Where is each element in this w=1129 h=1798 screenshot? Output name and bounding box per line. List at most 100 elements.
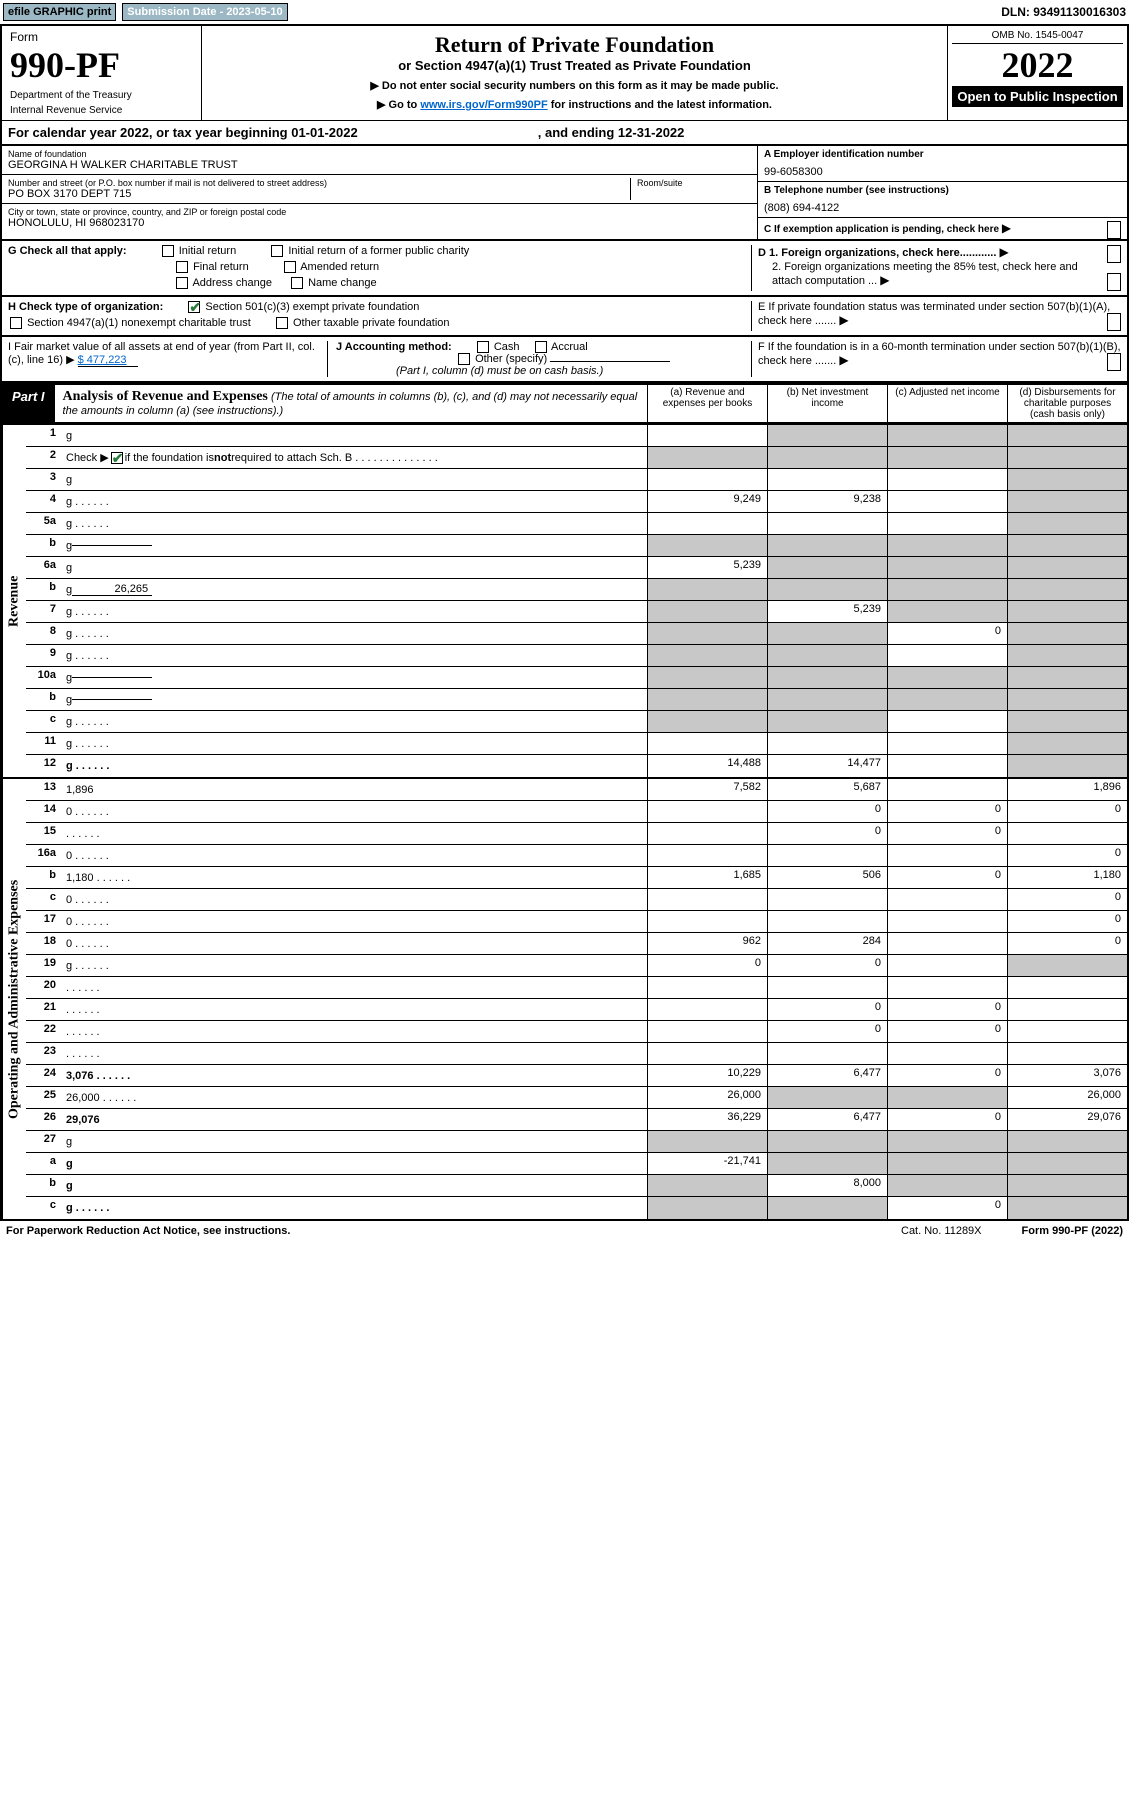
j-cash-checkbox[interactable] bbox=[477, 341, 489, 353]
f-checkbox[interactable] bbox=[1107, 353, 1121, 371]
cell-d bbox=[1007, 977, 1127, 998]
row-desc: g bbox=[62, 1153, 647, 1174]
table-row: 21 . . . . . .00 bbox=[26, 999, 1127, 1021]
instr2-pre: ▶ Go to bbox=[377, 99, 420, 111]
cell-a: 1,685 bbox=[647, 867, 767, 888]
row-desc: g bbox=[62, 469, 647, 490]
j-other-checkbox[interactable] bbox=[458, 353, 470, 365]
c-checkbox[interactable] bbox=[1107, 221, 1121, 239]
row-desc: g bbox=[62, 689, 647, 710]
cell-b: 284 bbox=[767, 933, 887, 954]
efile-button[interactable]: efile GRAPHIC print bbox=[3, 3, 116, 21]
row-number: b bbox=[26, 867, 62, 888]
cell-a bbox=[647, 645, 767, 666]
table-row: 23 . . . . . . bbox=[26, 1043, 1127, 1065]
row-number: 13 bbox=[26, 779, 62, 800]
j-accrual-checkbox[interactable] bbox=[535, 341, 547, 353]
row-desc: g . . . . . . bbox=[62, 513, 647, 534]
row-number: 14 bbox=[26, 801, 62, 822]
cal-end: , and ending 12-31-2022 bbox=[538, 125, 685, 140]
info-right: A Employer identification number 99-6058… bbox=[757, 146, 1127, 239]
cell-a: 14,488 bbox=[647, 755, 767, 777]
i-value[interactable]: $ 477,223 bbox=[78, 354, 138, 367]
d2-checkbox[interactable] bbox=[1107, 273, 1121, 291]
table-row: b1,180 . . . . . .1,68550601,180 bbox=[26, 867, 1127, 889]
cell-c bbox=[887, 1043, 1007, 1064]
g-name-checkbox[interactable] bbox=[291, 277, 303, 289]
g-amended-checkbox[interactable] bbox=[284, 261, 296, 273]
cell-c bbox=[887, 689, 1007, 710]
row-desc: . . . . . . bbox=[62, 1043, 647, 1064]
expenses-section: Operating and Administrative Expenses 13… bbox=[0, 779, 1129, 1221]
cell-a bbox=[647, 911, 767, 932]
table-row: 2Check ▶ if the foundation is not requir… bbox=[26, 447, 1127, 469]
row-number: 9 bbox=[26, 645, 62, 666]
cell-d bbox=[1007, 645, 1127, 666]
addr-label: Number and street (or P.O. box number if… bbox=[8, 178, 630, 188]
table-row: 2629,07636,2296,477029,076 bbox=[26, 1109, 1127, 1131]
ein: 99-6058300 bbox=[764, 166, 1121, 178]
cell-b bbox=[767, 1197, 887, 1219]
cell-c bbox=[887, 425, 1007, 446]
h-label: H Check type of organization: bbox=[8, 301, 163, 313]
form-number: 990-PF bbox=[10, 44, 193, 86]
table-row: c0 . . . . . .0 bbox=[26, 889, 1127, 911]
row-desc: g bbox=[62, 557, 647, 578]
cell-d bbox=[1007, 623, 1127, 644]
name-label: Name of foundation bbox=[8, 149, 751, 159]
cell-a bbox=[647, 513, 767, 534]
cell-c: 0 bbox=[887, 623, 1007, 644]
revenue-side-label: Revenue bbox=[2, 425, 26, 777]
cell-a bbox=[647, 1175, 767, 1196]
cell-d bbox=[1007, 733, 1127, 754]
row-desc: 0 . . . . . . bbox=[62, 801, 647, 822]
row-number: 26 bbox=[26, 1109, 62, 1130]
row-desc: 0 . . . . . . bbox=[62, 933, 647, 954]
instr-1: ▶ Do not enter social security numbers o… bbox=[208, 79, 941, 92]
cell-a: 26,000 bbox=[647, 1087, 767, 1108]
cell-d bbox=[1007, 755, 1127, 777]
cell-d: 26,000 bbox=[1007, 1087, 1127, 1108]
cell-b bbox=[767, 557, 887, 578]
g-initial-checkbox[interactable] bbox=[162, 245, 174, 257]
c-cell: C If exemption application is pending, c… bbox=[758, 218, 1127, 238]
e-checkbox[interactable] bbox=[1107, 313, 1121, 331]
row-number: 12 bbox=[26, 755, 62, 777]
row-desc: g bbox=[62, 425, 647, 446]
cell-a: -21,741 bbox=[647, 1153, 767, 1174]
cell-d bbox=[1007, 1021, 1127, 1042]
row-desc: g . . . . . . bbox=[62, 1197, 647, 1219]
cell-a bbox=[647, 845, 767, 866]
g-initial-former-checkbox[interactable] bbox=[271, 245, 283, 257]
h1-checkbox[interactable] bbox=[188, 301, 200, 313]
g-address-checkbox[interactable] bbox=[176, 277, 188, 289]
row-number: 1 bbox=[26, 425, 62, 446]
g-final-checkbox[interactable] bbox=[176, 261, 188, 273]
cell-d bbox=[1007, 469, 1127, 490]
row-desc: g . . . . . . bbox=[62, 645, 647, 666]
d1-checkbox[interactable] bbox=[1107, 245, 1121, 263]
table-row: bg8,000 bbox=[26, 1175, 1127, 1197]
cell-b bbox=[767, 689, 887, 710]
h3-checkbox[interactable] bbox=[276, 317, 288, 329]
table-row: 2526,000 . . . . . .26,00026,000 bbox=[26, 1087, 1127, 1109]
table-row: 5ag . . . . . . bbox=[26, 513, 1127, 535]
dln: DLN: 93491130016303 bbox=[1001, 5, 1126, 19]
cell-d bbox=[1007, 513, 1127, 534]
cell-c: 0 bbox=[887, 801, 1007, 822]
irs-link[interactable]: www.irs.gov/Form990PF bbox=[420, 99, 547, 111]
cell-d: 3,076 bbox=[1007, 1065, 1127, 1086]
row-number: a bbox=[26, 1153, 62, 1174]
cell-a: 5,239 bbox=[647, 557, 767, 578]
cell-d bbox=[1007, 447, 1127, 468]
table-row: 243,076 . . . . . .10,2296,47703,076 bbox=[26, 1065, 1127, 1087]
g-opt-5: Name change bbox=[308, 277, 377, 289]
table-row: bg bbox=[26, 689, 1127, 711]
cell-b bbox=[767, 1087, 887, 1108]
table-row: 140 . . . . . .000 bbox=[26, 801, 1127, 823]
row-number: b bbox=[26, 689, 62, 710]
ein-cell: A Employer identification number 99-6058… bbox=[758, 146, 1127, 182]
h2-checkbox[interactable] bbox=[10, 317, 22, 329]
cell-c bbox=[887, 579, 1007, 600]
cell-c bbox=[887, 1131, 1007, 1152]
